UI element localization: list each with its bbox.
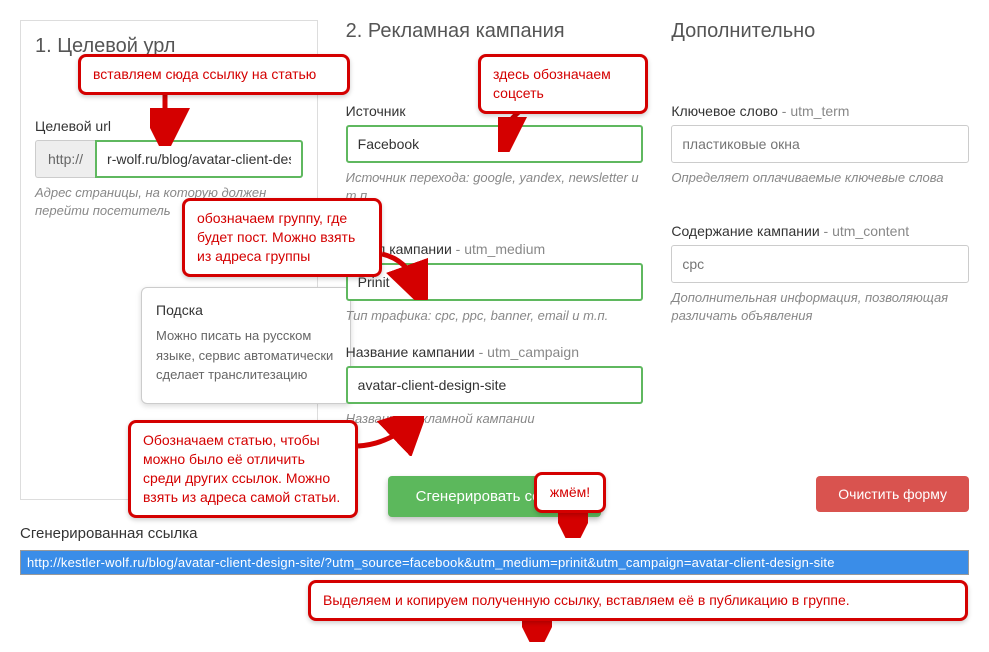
term-input[interactable] [671,125,969,163]
campaign-label: Название кампании - utm_campaign [346,344,644,360]
arrow-1 [150,88,190,146]
clear-button[interactable]: Очистить форму [816,476,969,512]
generated-url[interactable] [20,550,969,575]
term-hint: Определяет оплачиваемые ключевые слова [671,169,969,187]
callout-social: здесь обозначаем соцсеть [478,54,648,114]
campaign-input[interactable] [346,366,644,404]
section3-title: Дополнительно [671,20,969,43]
content-input[interactable] [671,245,969,283]
source-hint: Источник перехода: google, yandex, newsl… [346,169,644,205]
tooltip-title: Подска [156,302,336,318]
content-label: Содержание кампании - utm_content [671,223,969,239]
callout-insert-link: вставляем сюда ссылку на статью [78,54,350,95]
arrow-4 [354,416,424,456]
tooltip-box: Подска Можно писать на русском языке, се… [141,287,351,404]
callout-group: обозначаем группу, где будет пост. Можно… [182,198,382,277]
url-input[interactable] [95,140,303,178]
tooltip-text: Можно писать на русском языке, сервис ав… [156,326,336,385]
url-prefix: http:// [35,140,95,178]
generated-label: Сгенерированная ссылка [20,525,969,542]
medium-hint: Тип трафика: cpc, ppc, banner, email и т… [346,307,644,325]
callout-article: Обозначаем статью, чтобы можно было её о… [128,420,358,518]
callout-copy: Выделяем и копируем полученную ссылку, в… [308,580,968,621]
callout-press: жмём! [534,472,606,513]
term-label: Ключевое слово - utm_term [671,103,969,119]
arrow-3 [378,250,428,300]
content-hint: Дополнительная информация, позволяющая р… [671,289,969,325]
section2-title: 2. Рекламная кампания [346,20,644,43]
source-input[interactable] [346,125,644,163]
